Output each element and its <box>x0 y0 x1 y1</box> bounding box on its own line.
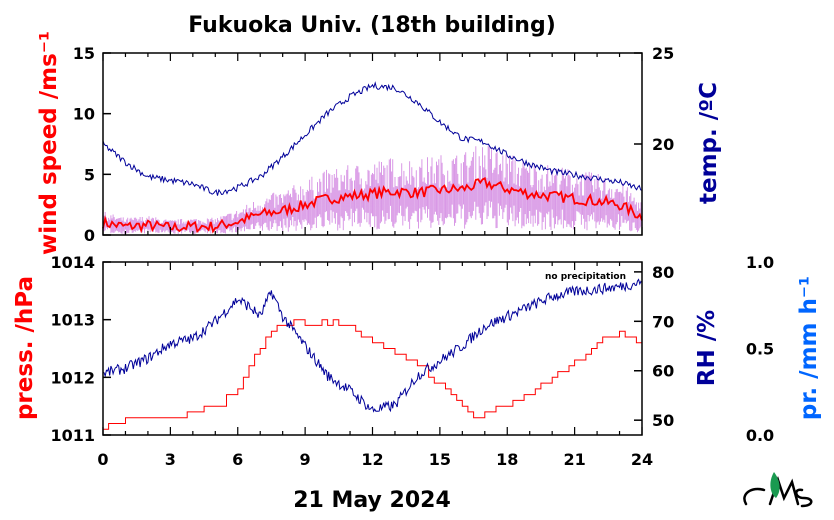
rh-axis-tick-label: 60 <box>652 362 674 381</box>
x-tick-label: 9 <box>300 450 311 469</box>
pressure-axis-label: press. /hPa <box>12 276 38 420</box>
x-axis-ticks: 0 3 6 9 12 15 18 21 24 <box>97 53 653 469</box>
institution-logo <box>743 472 813 508</box>
wind-speed-axis-tick-label: 15 <box>73 44 95 63</box>
wind-speed-axis-tick-label: 10 <box>73 105 95 124</box>
precipitation-axis-tick-label: 0.5 <box>746 340 774 359</box>
wind-speed-axis-label: wind speed /ms⁻¹ <box>36 31 62 255</box>
pressure-axis-tick-label: 1011 <box>50 426 95 445</box>
wind-speed-series-line <box>102 177 643 234</box>
relative-humidity-series-line <box>102 278 643 413</box>
x-tick-label: 15 <box>429 450 451 469</box>
precipitation-axis-tick-label: 0.0 <box>746 426 774 445</box>
pressure-axis-tick-label: 1014 <box>50 253 95 272</box>
precipitation-axis-ticks: 0.0 0.5 1.0 <box>746 253 774 445</box>
wind-speed-axis-tick-label: 0 <box>84 226 95 245</box>
x-tick-label: 21 <box>563 450 585 469</box>
bottom-panel-ticks: 1011 1012 1013 1014 50 60 70 80 <box>50 253 674 445</box>
rh-axis-tick-label: 70 <box>652 312 674 331</box>
bottom-panel-frame <box>102 261 643 436</box>
temperature-series-line <box>102 81 643 196</box>
x-tick-label: 12 <box>361 450 383 469</box>
pressure-series-line <box>103 319 643 430</box>
pressure-axis-tick-label: 1012 <box>50 368 95 387</box>
top-panel: 0 5 10 15 20 25 wind speed /ms⁻¹ temp. /ºC <box>36 31 722 255</box>
temperature-axis-tick-label: 25 <box>652 44 674 63</box>
temperature-axis-label: temp. /ºC <box>696 82 722 204</box>
x-tick-label: 0 <box>97 450 108 469</box>
top-panel-ticks: 0 5 10 15 20 25 <box>73 44 675 245</box>
x-tick-label: 18 <box>496 450 518 469</box>
x-axis-date-label: 21 May 2024 <box>293 488 451 513</box>
precipitation-axis-label: pr. /mm h⁻¹ <box>796 276 822 420</box>
x-tick-label: 3 <box>165 450 176 469</box>
temperature-axis-tick-label: 20 <box>652 135 674 154</box>
x-tick-label: 24 <box>631 450 653 469</box>
precipitation-axis-tick-label: 1.0 <box>746 253 774 272</box>
x-tick-label: 6 <box>232 450 243 469</box>
wind-speed-range-band <box>102 145 642 234</box>
rh-axis-tick-label: 50 <box>652 411 674 430</box>
bottom-panel: 1011 1012 1013 1014 50 60 70 80 no precipitatio… <box>12 253 822 445</box>
no-precipitation-note: no precipitation <box>545 272 626 282</box>
rh-axis-tick-label: 80 <box>652 263 674 282</box>
pressure-axis-tick-label: 1013 <box>50 311 95 330</box>
wind-speed-axis-tick-label: 5 <box>84 165 95 184</box>
chart-title: Fukuoka Univ. (18th building) <box>188 13 556 38</box>
relative-humidity-axis-label: RH /% <box>694 310 720 386</box>
